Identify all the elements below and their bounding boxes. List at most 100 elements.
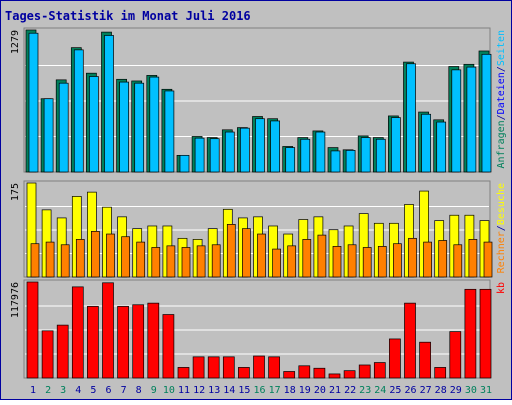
x-tick-label: 25 (389, 385, 401, 396)
x-tick-label: 24 (374, 385, 386, 396)
x-tick-label: 9 (151, 385, 157, 396)
bar-dateien (209, 138, 220, 173)
bar-dateien (104, 35, 114, 173)
x-tick-label: 17 (269, 385, 281, 396)
bar-kb (162, 314, 175, 379)
bar-dateien (406, 63, 416, 173)
panel-kbytes: 117976 kb (10, 279, 507, 379)
bar-dateien (28, 32, 39, 173)
bar-rechner (136, 241, 146, 278)
bar-kb (192, 356, 205, 379)
bar-rechner (257, 233, 266, 278)
x-tick-label: 26 (404, 385, 416, 396)
bar-dateien (119, 81, 129, 173)
bar-dateien (436, 121, 447, 173)
legend: Rechner/Besuche (496, 183, 507, 273)
bar-kb (449, 331, 462, 379)
x-tick-label: 13 (208, 385, 220, 396)
x-tick-label: 19 (299, 385, 311, 396)
chart-panels: 1279Anfragen/Dateien/Seiten175Rechner/Be… (10, 27, 507, 379)
bar-kb (419, 341, 431, 379)
bar-rechner (317, 234, 327, 278)
bar-dateien (421, 113, 431, 173)
bar-rechner (347, 244, 357, 278)
bar-dateien (481, 53, 492, 173)
chart-title: Tages-Statistik im Monat Juli 2016 (5, 9, 251, 23)
bar-rechner (75, 239, 85, 278)
x-tick-label: 7 (121, 385, 127, 396)
x-tick-label: 15 (238, 385, 250, 396)
bar-rechner (453, 244, 463, 278)
bar-kb (358, 364, 371, 379)
bar-rechner (196, 245, 206, 278)
bar-dateien (360, 137, 371, 173)
bar-dateien (58, 82, 69, 173)
x-tick-label: 8 (136, 385, 142, 396)
bar-kb (56, 324, 69, 379)
bar-dateien (194, 137, 205, 173)
bar-rechner (151, 247, 161, 278)
bar-dateien (73, 49, 84, 173)
bar-rechner (166, 245, 176, 278)
bar-rechner (121, 236, 130, 278)
legend-entry: Rechner (496, 231, 507, 273)
bar-dateien (315, 131, 326, 173)
bar-kb (132, 304, 145, 379)
bar-rechner (483, 241, 493, 278)
x-tick-label: 6 (105, 385, 111, 396)
legend: kb (496, 282, 507, 294)
bar-kb (464, 288, 477, 379)
bar-kb (434, 367, 447, 379)
legend-entry: / (496, 114, 507, 120)
bar-dateien (89, 76, 99, 173)
y-max-label: 117976 (10, 282, 21, 318)
bar-rechner (377, 246, 387, 278)
bar-kb (404, 302, 416, 379)
x-axis-day-labels: 1 2 3 4 5 6 7 8 9 10 11 12 13 14 15 16 17 18 19 20 21 22 23 24 2… (30, 385, 492, 396)
bar-dateien (164, 90, 175, 173)
bar-rechner (272, 248, 281, 278)
bar-kb (268, 356, 280, 379)
bar-kb (26, 281, 39, 379)
bar-rechner (30, 243, 40, 278)
y-max-label: 175 (10, 183, 21, 201)
x-tick-label: 28 (435, 385, 447, 396)
bar-kb (283, 371, 296, 379)
bar-dateien (285, 147, 296, 173)
bar-kb (313, 367, 326, 379)
bar-kb (343, 370, 356, 379)
legend-entry: Seiten (496, 30, 507, 66)
x-tick-label: 2 (45, 385, 51, 396)
bar-dateien (224, 131, 235, 173)
bar-dateien (300, 138, 311, 173)
bar-rechner (362, 247, 372, 278)
x-tick-label: 11 (178, 385, 190, 396)
bar-kb (177, 367, 190, 379)
bar-dateien (375, 138, 386, 173)
bar-kb (207, 356, 220, 379)
x-tick-label: 5 (90, 385, 96, 396)
bar-kb (147, 302, 160, 379)
bar-rechner (408, 237, 417, 278)
legend-entry: Besuche (496, 183, 507, 225)
bar-rechner (438, 240, 448, 278)
bar-rechner (423, 241, 432, 278)
legend-entry: / (496, 225, 507, 231)
bar-dateien (255, 118, 265, 173)
x-tick-label: 20 (314, 385, 326, 396)
bar-rechner (211, 244, 221, 278)
bar-dateien (270, 120, 280, 173)
x-tick-label: 23 (359, 385, 371, 396)
bar-dateien (451, 69, 462, 173)
bar-kb (102, 282, 114, 379)
legend-entry: / (496, 66, 507, 72)
bar-dateien (240, 127, 250, 173)
x-tick-label: 10 (163, 385, 175, 396)
bar-rechner (242, 228, 251, 278)
x-tick-label: 18 (284, 385, 296, 396)
bar-kb (389, 338, 401, 379)
bar-rechner (181, 247, 191, 278)
bar-rechner (91, 230, 100, 278)
